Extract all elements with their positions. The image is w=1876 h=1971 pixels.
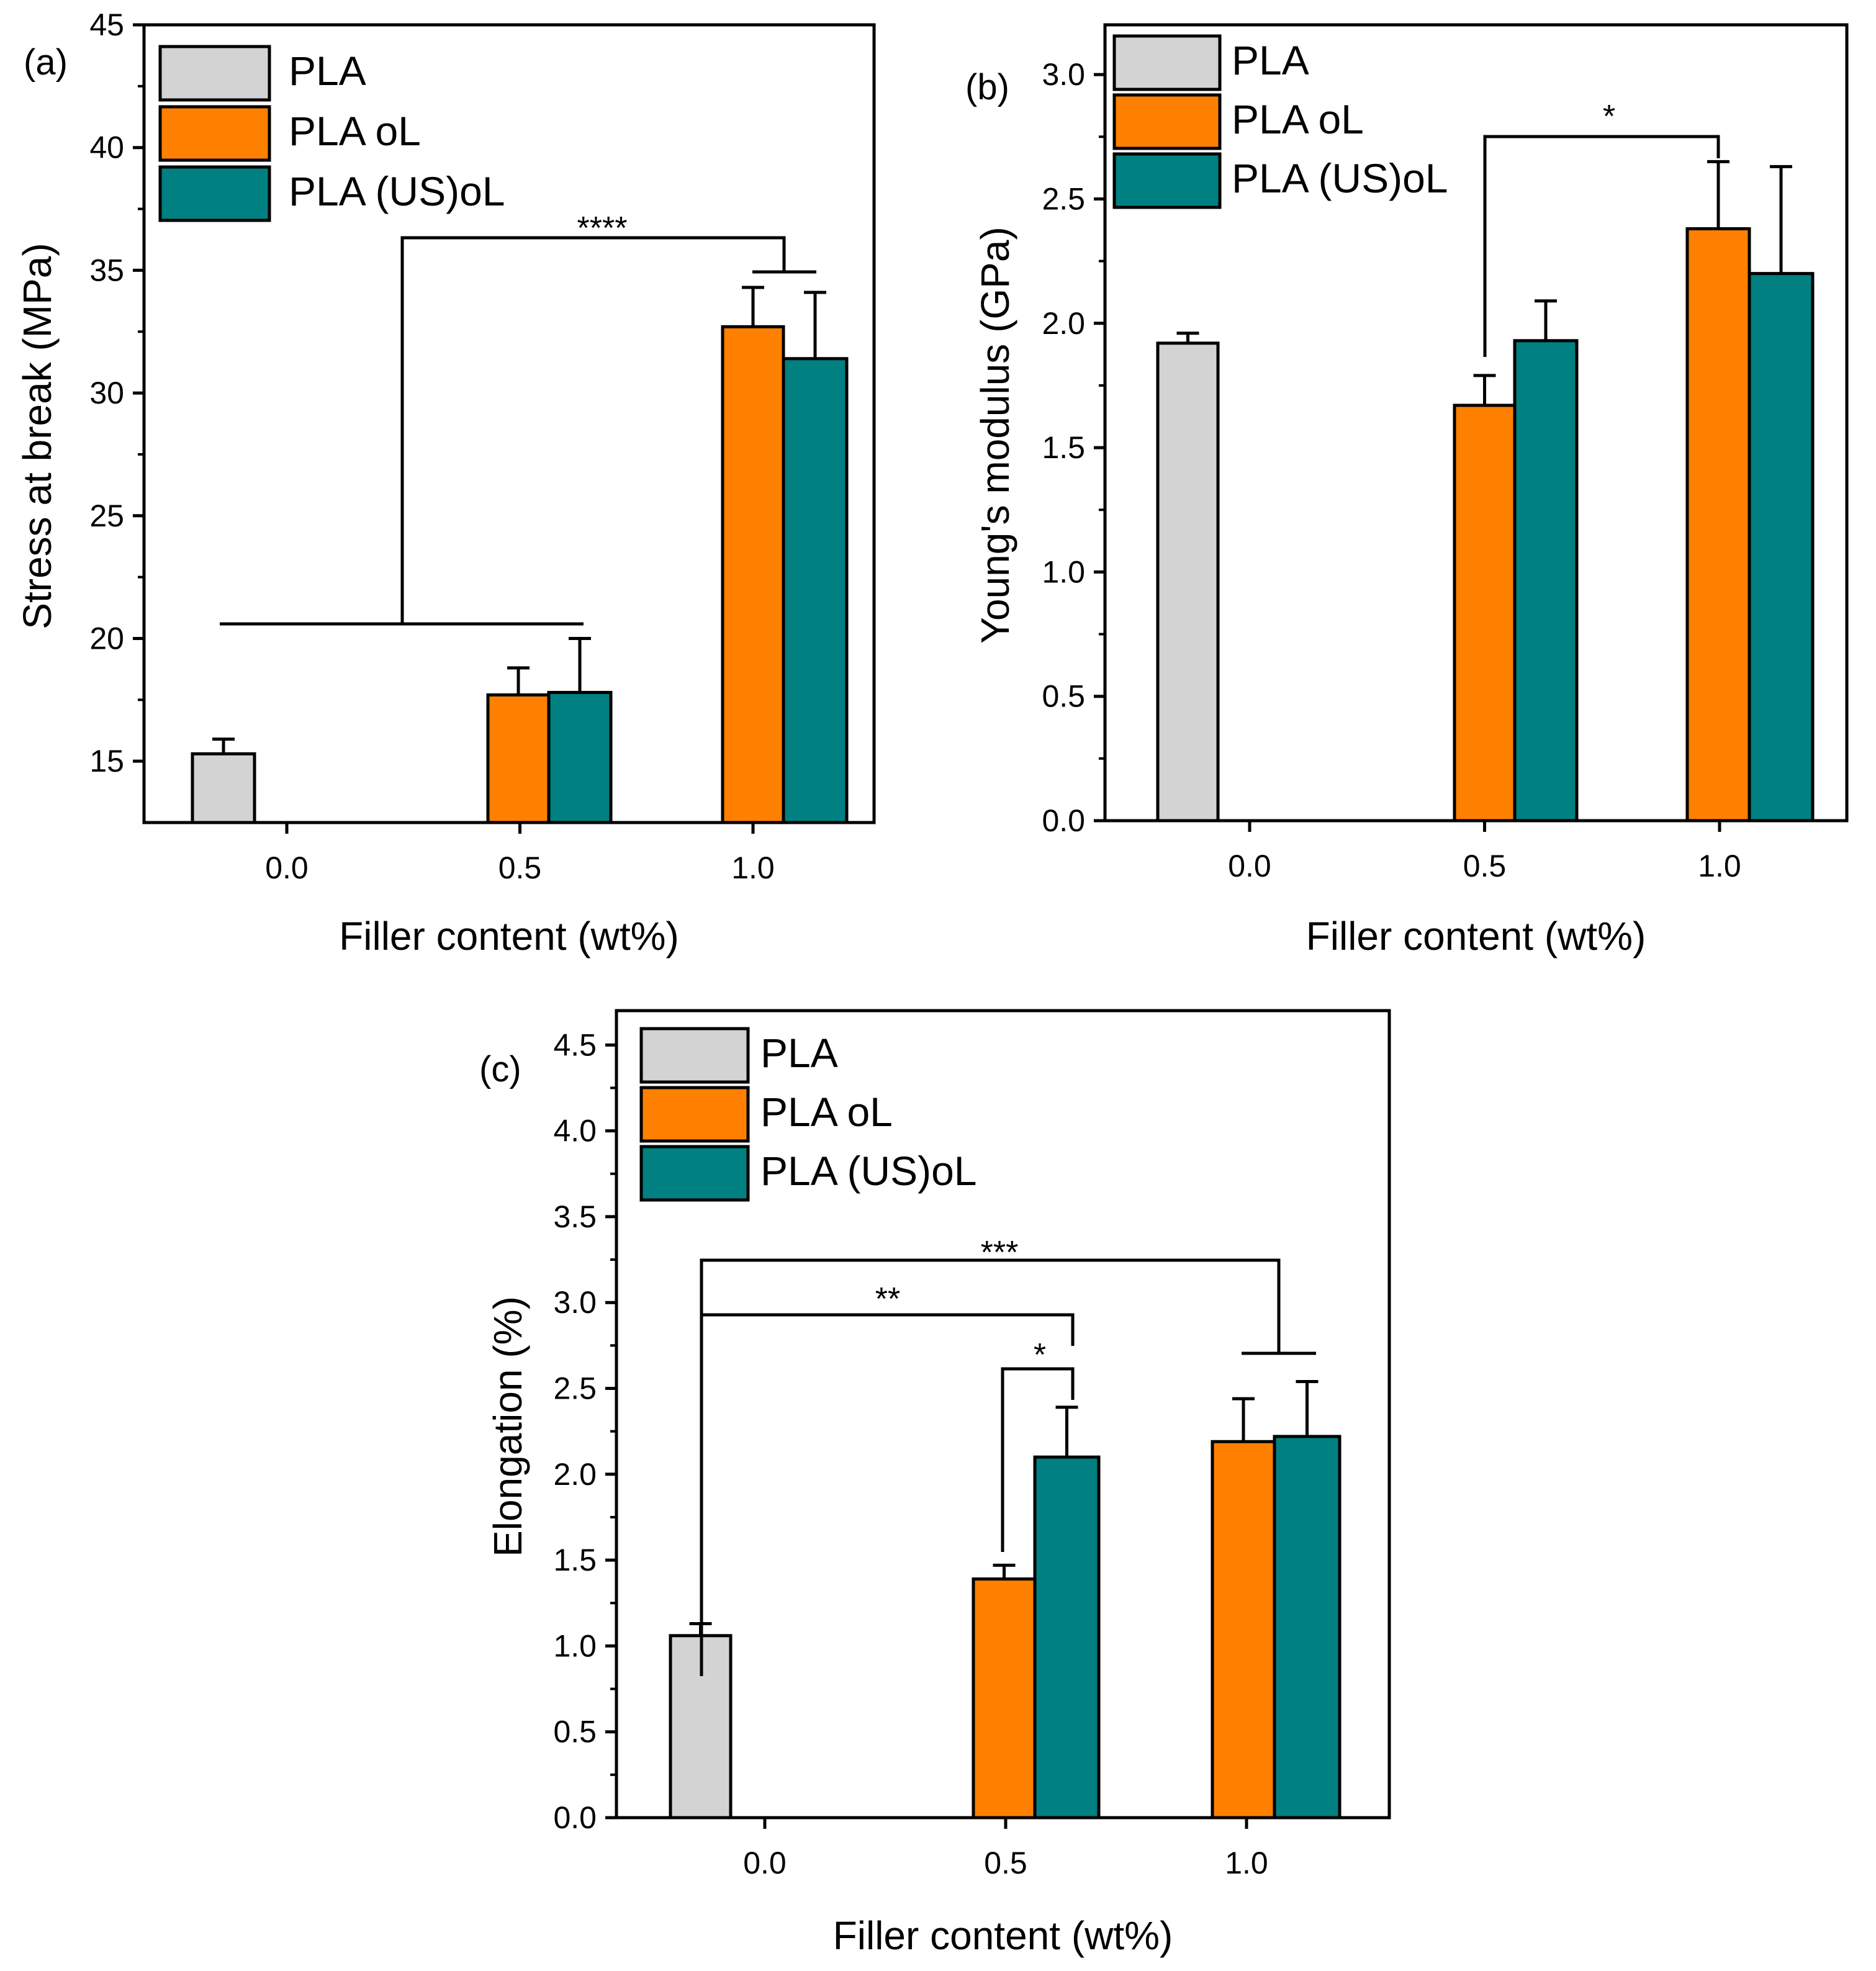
legend: PLA PLA oL PLA (US)oL — [158, 45, 505, 222]
y-tick-label: 1.0 — [553, 1628, 597, 1663]
legend-label: PLA — [289, 48, 366, 94]
y-tick-label: 15 — [89, 744, 124, 778]
legend: PLA PLA oL PLA (US)oL — [639, 1027, 977, 1202]
legend-label: PLA (US)oL — [760, 1148, 977, 1194]
legend-label: PLA — [1232, 37, 1309, 83]
bar — [1513, 339, 1579, 823]
sig-bracket-main — [400, 236, 786, 624]
legend-swatch — [639, 1027, 750, 1084]
x-axis-label: Filler content (wt%) — [1306, 914, 1646, 958]
x-tick-label: 0.5 — [984, 1846, 1027, 1880]
y-tick-label: 40 — [89, 130, 124, 165]
bar — [547, 690, 613, 824]
y-tick-label: 2.5 — [1042, 181, 1085, 216]
significance-label-1: *** — [981, 1235, 1019, 1271]
legend-swatch — [639, 1145, 750, 1202]
y-tick-label: 3.0 — [553, 1285, 597, 1320]
y-tick-label: 4.0 — [553, 1114, 597, 1148]
bar — [1156, 341, 1220, 823]
bar — [1453, 404, 1517, 823]
y-axis-label: Stress at break (MPa) — [15, 243, 60, 629]
y-tick-label: 1.0 — [1042, 554, 1085, 589]
y-tick-label: 35 — [89, 253, 124, 287]
legend-swatch — [1112, 152, 1222, 209]
y-axis-label: Elongation (%) — [485, 1296, 530, 1557]
y-tick-label: 25 — [89, 498, 124, 533]
legend-swatch — [1112, 93, 1222, 150]
sig-bracket-1 — [700, 1258, 1281, 1676]
x-tick-label: 0.5 — [1463, 849, 1507, 883]
y-tick-label: 3.0 — [1042, 57, 1085, 92]
legend-label: PLA oL — [760, 1089, 893, 1135]
bar — [1273, 1435, 1342, 1820]
legend-label: PLA (US)oL — [1232, 155, 1448, 201]
y-tick-label: 30 — [89, 376, 124, 410]
y-tick-label: 0.5 — [553, 1715, 597, 1749]
significance-label: * — [1603, 99, 1615, 135]
legend-label: PLA — [760, 1030, 838, 1076]
bar — [782, 357, 849, 824]
chart-panel-c: 0.0 0.5 1.0 1.5 2.0 2.5 3.0 3.5 4.0 4.5 0.0 0.5 1.0 *… — [479, 1009, 1391, 1958]
x-tick-label: 0.0 — [1228, 849, 1271, 883]
y-tick-label: 2.0 — [1042, 306, 1085, 341]
y-tick-label: 2.5 — [553, 1371, 597, 1406]
y-tick-label: 0.5 — [1042, 679, 1085, 714]
significance-label-2: ** — [875, 1281, 900, 1317]
y-tick-label: 45 — [89, 7, 124, 42]
x-axis-label: Filler content (wt%) — [833, 1913, 1173, 1958]
x-axis-label: Filler content (wt%) — [339, 914, 679, 958]
y-tick-label: 1.5 — [553, 1543, 597, 1577]
x-tick-label: 1.0 — [1225, 1846, 1268, 1880]
legend-swatch — [158, 105, 271, 162]
y-tick-label: 2.0 — [553, 1457, 597, 1492]
legend-label: PLA oL — [289, 108, 421, 154]
y-tick-label: 0.0 — [553, 1800, 597, 1835]
y-tick-label: 0.0 — [1042, 803, 1085, 838]
legend-swatch — [639, 1086, 750, 1143]
bar — [1747, 272, 1815, 823]
sig-bracket-3 — [1001, 1367, 1075, 1552]
x-tick-label: 0.0 — [265, 850, 309, 885]
bar — [191, 752, 256, 824]
bar — [1685, 227, 1751, 823]
bar — [721, 325, 785, 824]
legend-swatch — [1112, 34, 1222, 91]
legend-swatch — [158, 165, 271, 222]
legend-label: PLA (US)oL — [289, 168, 505, 214]
chart-panel-b: 0.0 0.5 1.0 1.5 2.0 2.5 3.0 0.0 0.5 1.0 * PLA PLA oL… — [965, 23, 1849, 958]
legend-label: PLA oL — [1232, 96, 1364, 142]
y-tick-label: 4.5 — [553, 1027, 597, 1062]
panel-label: (a) — [24, 42, 68, 83]
x-tick-label: 1.0 — [1698, 849, 1741, 883]
significance-label: **** — [577, 210, 628, 246]
sig-bracket-2 — [701, 1313, 1075, 1346]
legend-swatch — [158, 45, 271, 102]
significance-label-3: * — [1034, 1337, 1046, 1373]
bar — [1033, 1455, 1101, 1820]
x-tick-label: 0.5 — [498, 850, 542, 885]
y-tick-label: 1.5 — [1042, 430, 1085, 465]
bar — [1211, 1440, 1276, 1820]
y-axis-label: Young's modulus (GPa) — [973, 227, 1017, 644]
bar — [972, 1577, 1037, 1820]
y-tick-label: 3.5 — [553, 1199, 597, 1234]
chart-panel-a: 15 20 25 30 35 40 45 0.0 0.5 1.0 **** PLA PLA oL PLA … — [15, 7, 876, 958]
panel-label: (c) — [479, 1049, 521, 1089]
x-tick-label: 0.0 — [743, 1846, 787, 1880]
legend: PLA PLA oL PLA (US)oL — [1112, 34, 1448, 209]
bar — [486, 693, 551, 824]
sig-bracket — [1483, 135, 1720, 357]
panel-label: (b) — [965, 67, 1009, 107]
x-tick-label: 1.0 — [731, 850, 775, 885]
y-tick-label: 20 — [89, 621, 124, 656]
